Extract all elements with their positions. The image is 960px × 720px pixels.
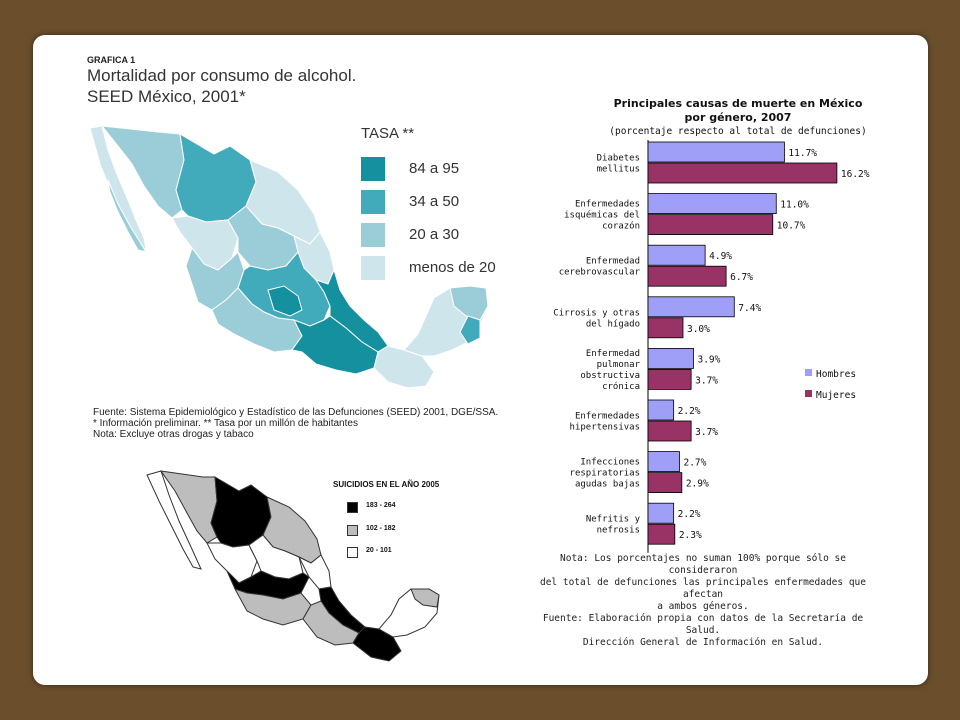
bar-value-label: 3.9% xyxy=(697,354,720,365)
suicide-legend-swatch xyxy=(347,502,358,513)
bar-hombres xyxy=(647,193,777,214)
map-legend-swatch xyxy=(361,190,385,214)
bar-hombres xyxy=(647,244,706,266)
legend-swatch xyxy=(805,369,812,376)
bar-value-label: 3.0% xyxy=(687,324,710,335)
bar-hombres xyxy=(647,399,675,421)
bar-value-label: 16.2% xyxy=(841,169,870,180)
chart-note-line: Nota: Los porcentajes no suman 100% porq… xyxy=(560,553,846,576)
map-legend-title: TASA ** xyxy=(361,125,415,142)
bar-hombres xyxy=(647,347,694,369)
map-legend-label: menos de 20 xyxy=(409,259,496,276)
suicide-legend-label: 183 - 264 xyxy=(366,502,396,509)
chart-note: Nota: Los porcentajes no suman 100% porq… xyxy=(523,553,883,649)
category-label: agudas bajas xyxy=(575,480,640,490)
category-label: mellitus xyxy=(597,165,640,175)
legend-label: Hombres xyxy=(816,369,856,380)
bar-mujeres xyxy=(647,265,727,287)
bar-mujeres xyxy=(647,317,684,339)
category-label: cerebrovascular xyxy=(559,268,641,278)
map-legend-swatch xyxy=(361,157,385,181)
category-label: corazón xyxy=(602,221,640,232)
causes-of-death-chart: Principales causas de muerte en Méxicopo… xyxy=(553,97,870,553)
bar-value-label: 3.7% xyxy=(695,427,718,438)
bar-value-label: 2.2% xyxy=(678,509,701,520)
chart-note-line: del total de defunciones las principales… xyxy=(539,577,866,600)
slide-card: GRAFICA 1 Mortalidad por consumo de alco… xyxy=(33,35,928,685)
map-source-note: Fuente: Sistema Epidemiológico y Estadís… xyxy=(93,407,513,440)
bar-hombres xyxy=(647,502,675,524)
category-label: crónica xyxy=(602,381,640,392)
map-legend-label: 84 a 95 xyxy=(409,160,460,177)
chart-note-line: a ambos géneros. xyxy=(657,601,749,612)
bar-hombres xyxy=(647,296,735,318)
bar-value-label: 2.7% xyxy=(683,458,706,469)
category-label: pulmonar xyxy=(597,360,641,370)
bar-value-label: 11.0% xyxy=(780,200,809,211)
suicide-legend-swatch xyxy=(347,547,358,558)
bar-value-label: 4.9% xyxy=(709,251,732,262)
suicide-legend-swatch xyxy=(347,525,358,536)
map-note-line3: Nota: Excluye otras drogas y tabaco xyxy=(93,429,254,440)
bar-value-label: 6.7% xyxy=(730,272,753,283)
bar-mujeres xyxy=(647,420,692,442)
map-legend-label: 20 a 30 xyxy=(409,226,460,243)
bar-value-label: 7.4% xyxy=(738,303,761,314)
category-label: hipertensivas xyxy=(570,423,640,433)
map-note-line2: * Información preliminar. ** Tasa por un… xyxy=(93,418,358,429)
chart-subtitle: (porcentaje respecto al total de defunci… xyxy=(609,126,866,137)
category-label: isquémicas del xyxy=(564,210,640,221)
alcohol-mortality-map xyxy=(89,125,489,389)
category-label: Nefritis y xyxy=(586,515,641,525)
suicide-map xyxy=(146,470,440,662)
bar-mujeres xyxy=(647,162,838,184)
bar-value-label: 2.3% xyxy=(679,530,702,541)
bar-value-label: 11.7% xyxy=(788,148,817,159)
map-note-line1: Fuente: Sistema Epidemiológico y Estadís… xyxy=(93,407,499,418)
category-label: del hígado xyxy=(586,319,640,329)
legend-swatch xyxy=(805,390,812,397)
bar-hombres xyxy=(647,141,785,163)
bar-value-label: 2.2% xyxy=(678,406,701,417)
category-label: obstructiva xyxy=(580,371,640,381)
category-label: Enfermedades xyxy=(575,412,640,422)
category-label: respiratorias xyxy=(570,469,640,479)
figure-label: GRAFICA 1 xyxy=(87,55,136,65)
bar-mujeres xyxy=(647,472,683,494)
map-title-line2: SEED México, 2001* xyxy=(87,87,246,106)
chart-note-line: Fuente: Elaboración propia con datos de … xyxy=(542,613,864,636)
category-label: Diabetes xyxy=(597,154,640,164)
map-title: Mortalidad por consumo de alcohol. SEED … xyxy=(87,65,427,107)
chart-title-line1: Principales causas de muerte en México xyxy=(614,97,863,110)
suicide-legend-label: 102 - 182 xyxy=(366,525,396,532)
category-label: nefrosis xyxy=(597,526,640,536)
category-label: Infecciones xyxy=(580,458,640,468)
category-label: Enfermedades xyxy=(575,200,640,210)
chart-note-line: Dirección General de Información en Salu… xyxy=(582,637,824,648)
map-legend-swatch xyxy=(361,256,385,280)
category-label: Enfermedad xyxy=(586,349,640,359)
bar-mujeres xyxy=(647,523,676,545)
suicide-legend-label: 20 - 101 xyxy=(366,547,392,554)
legend-label: Mujeres xyxy=(816,390,856,401)
bar-value-label: 3.7% xyxy=(695,375,718,386)
map-title-line1: Mortalidad por consumo de alcohol. xyxy=(87,66,357,85)
bar-hombres xyxy=(647,451,680,473)
category-label: Cirrosis y otras xyxy=(553,308,640,318)
suicide-map-title: SUICIDIOS EN EL AÑO 2005 xyxy=(333,480,440,489)
bar-mujeres xyxy=(647,214,774,235)
bar-mujeres xyxy=(647,368,692,390)
bar-value-label: 2.9% xyxy=(686,479,709,490)
chart-title-line2: por género, 2007 xyxy=(685,111,792,124)
map-legend-label: 34 a 50 xyxy=(409,193,460,210)
map-legend-swatch xyxy=(361,223,385,247)
category-label: Enfermedad xyxy=(586,257,640,267)
bar-value-label: 10.7% xyxy=(777,221,806,232)
